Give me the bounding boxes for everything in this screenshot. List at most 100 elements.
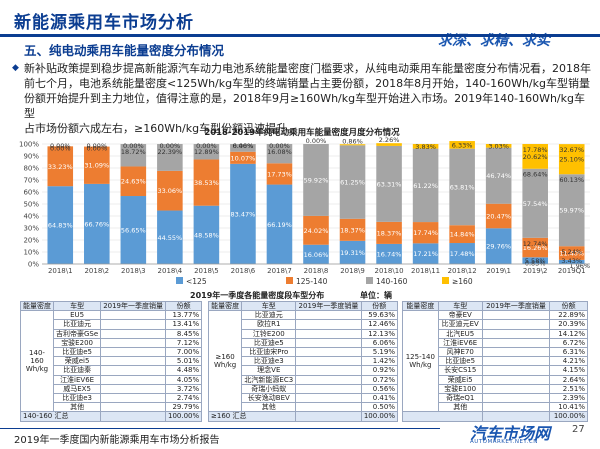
data-label: 17.48% [450,250,475,258]
bar-segment [120,144,147,167]
table-unit: 单位：辆 [360,291,392,300]
bar-segment [376,221,402,244]
share-cell: 0.72% [360,374,399,385]
data-label: 83.47% [231,210,256,218]
data-label: 0.00% [160,142,181,150]
share-cell: 29.79% [165,402,203,413]
data-label: 24.63% [121,178,146,186]
table-row: 北汽新能源EC3 0.72% [209,374,399,385]
total-sales-cell [100,411,167,422]
y-tick-label: 70% [23,177,39,185]
share-cell: 6.31% [549,347,588,358]
sales-cell [100,328,167,339]
share-cell: 20.39% [549,319,588,330]
y-tick-label: 30% [23,225,39,233]
model-cell: 比亚迪秦 [52,365,102,376]
share-cell: 5.19% [360,347,399,358]
table-header-cell: 份额 [549,300,588,312]
table-row: ≥160 Wh/kg 比亚迪元 59.63% [207,310,399,413]
table-row: 比亚迪e3 2.74% [21,393,203,404]
share-cell: 1.42% [360,356,399,367]
bar-segment [230,163,256,264]
data-label: 0.00% [86,142,107,150]
sales-cell [100,356,167,367]
data-label: 56.65% [121,227,146,235]
data-label: 1.96% [569,262,590,270]
data-label: 33.06% [157,187,182,195]
table-row: 风神E70 6.31% [403,347,588,358]
table-header-cell: 车型 [241,300,297,312]
table-header-cell: 份额 [360,300,399,312]
data-label: 6.33% [452,141,473,149]
data-label: 17.74% [413,229,438,237]
bar-segment [449,243,475,264]
table-row: 江淮iEV6E 6.72% [403,337,588,349]
sales-cell [481,347,551,358]
model-cell: 江淮iEV6E [52,374,102,385]
bar-segment [303,144,329,216]
sales-cell [100,319,167,330]
x-tick-label: 2018\5 [194,267,219,275]
sales-cell [295,402,362,413]
x-tick-label: 2018\1 [48,267,73,275]
data-label: 17.78% [523,146,548,154]
band-cell: 125-140 Wh/kg [402,310,439,413]
bar-segment [157,170,183,211]
data-label: 20.62% [523,153,548,161]
paragraph-line: 份额开始提升到主力地位，值得注意的是，2018年9月≥160Wh/kg车型开始进… [24,92,585,120]
model-cell: 比亚迪e5 [241,337,297,349]
model-cell: 比亚迪宋Pro [241,347,297,358]
model-cell: 比亚迪元 [241,310,297,321]
data-label: 16.08% [267,148,292,156]
share-cell: 4.21% [549,356,588,367]
stacked-bar-chart: 2018-2019年纯电动乘用车能量密度月度分布情况 0% 10% 20% 30% 40… [19,127,590,286]
bar-segment [412,148,439,223]
data-label: 3.03% [488,142,509,150]
total-sales-cell [481,411,551,422]
bullet-icon: ◆ [12,63,19,73]
bar-segment [120,196,147,264]
bar-segment [449,225,475,244]
total-label-cell: ≥160 汇总 [207,411,297,422]
model-cell: 其他 [437,402,483,413]
sales-cell [481,402,551,413]
data-label: 38.53% [194,179,219,187]
data-label: 33.23% [48,163,73,171]
bar-segment [84,146,110,184]
x-tick-label: 2018\3 [121,267,146,275]
data-label: 22.39% [157,148,182,156]
data-label: 0.00% [269,142,290,150]
chart-title: 2018-2019年纯电动乘用车能量密度月度分布情况 [204,127,400,138]
data-label: 18.72% [121,148,146,156]
legend-label: 125-140 [296,277,328,286]
model-cell: 长安CS15 [437,365,483,376]
sales-cell [481,365,551,376]
model-cell: 宝骏E200 [52,337,102,349]
table-row: 奇瑞eQ1 2.39% [403,393,588,404]
data-label: 16.74% [377,250,402,258]
data-label: 60.13% [559,176,584,184]
brand-logo: 汽车市场网 [470,424,551,443]
sales-cell [100,374,167,385]
sales-cell [295,319,362,330]
bar-segment [193,205,220,264]
bar-segment [522,257,548,264]
sales-cell [100,337,167,349]
y-tick-label: 60% [23,189,39,197]
y-tick-label: 50% [23,201,39,209]
data-label: 29.76% [486,243,511,251]
x-tick-label: 2019\2 [523,267,548,275]
table-total-row: ≥160 汇总 100.00% [207,411,399,422]
segment-table-125-140: 能量密度 车型 2019年一季度销量 份额 125-140 Wh/kg 帝豪EV 22.89… [402,300,588,422]
footer-text: 2019年一季度国内新能源乘用车市场分析报告 [14,435,220,446]
sales-cell [100,365,167,376]
bar-segment [266,184,293,264]
band-cell: ≥160 Wh/kg [207,310,243,413]
share-cell: 14.12% [549,328,588,339]
sales-cell [481,383,551,395]
table-header-cell: 2019年一季度销量 [295,300,362,312]
x-tick-label: 2018\11 [411,267,440,275]
share-cell: 13.41% [165,319,203,330]
data-label: 0.83% [525,259,546,267]
model-cell: EU5 [52,310,102,321]
